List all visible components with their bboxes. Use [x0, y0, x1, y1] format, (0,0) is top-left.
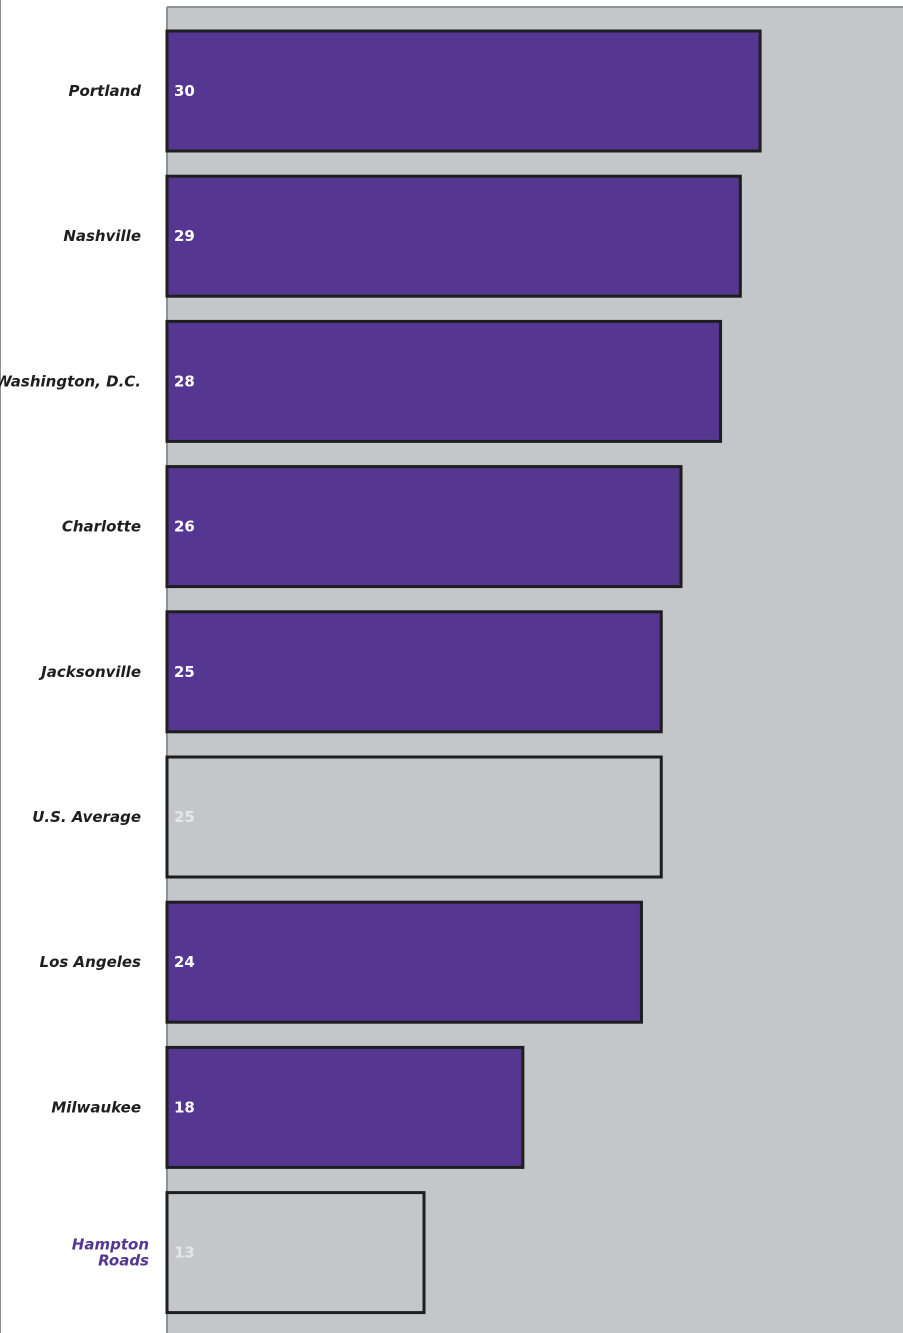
category-label: Washington, D.C. — [0, 372, 141, 390]
value-label: 18 — [174, 1098, 195, 1116]
category-label: Hampton Roads — [72, 1236, 149, 1270]
category-label: Portland — [68, 82, 141, 100]
category-label: Milwaukee — [51, 1098, 141, 1116]
bar — [165, 174, 742, 298]
bar — [165, 1191, 426, 1315]
category-label: Jacksonville — [38, 663, 141, 681]
bar — [165, 610, 663, 734]
value-label: 25 — [174, 808, 195, 826]
value-label: 29 — [174, 227, 195, 245]
value-label: 24 — [174, 953, 195, 971]
value-label: 13 — [174, 1244, 195, 1262]
category-label: Los Angeles — [40, 953, 142, 971]
value-label: 28 — [174, 372, 195, 390]
value-label: 25 — [174, 663, 195, 681]
bar — [165, 900, 643, 1024]
category-label: Nashville — [63, 227, 141, 245]
category-label: Charlotte — [62, 518, 141, 536]
value-label: 26 — [174, 518, 195, 536]
bars-group: Portland 30 Nashville 29 Washington, D.C. 28 C… — [0, 29, 762, 1315]
bar — [165, 755, 663, 879]
value-label: 30 — [174, 82, 195, 100]
bar — [165, 465, 683, 589]
bar — [165, 319, 723, 443]
bar — [165, 29, 762, 153]
category-label: U.S. Average — [32, 808, 141, 826]
bar — [165, 1045, 525, 1169]
